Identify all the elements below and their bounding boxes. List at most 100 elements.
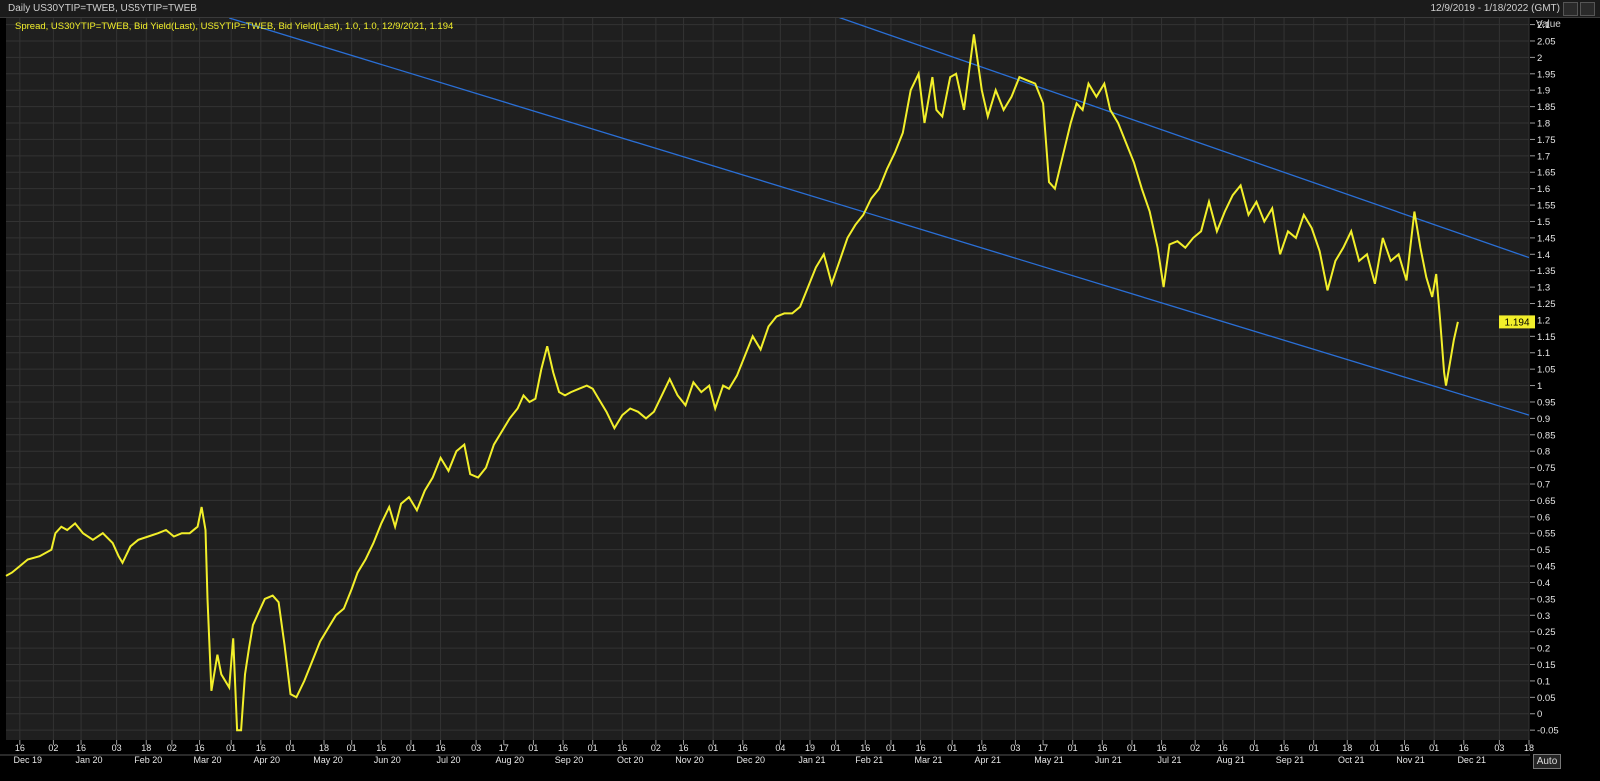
x-tick-label: 01 bbox=[708, 743, 718, 753]
x-month-label: Oct 21 bbox=[1338, 755, 1365, 765]
date-range: 12/9/2019 - 1/18/2022 (GMT) bbox=[1430, 3, 1560, 14]
y-tick-label: 0.45 bbox=[1537, 562, 1556, 573]
trendlines bbox=[229, 18, 1530, 416]
x-tick-label: 16 bbox=[195, 743, 205, 753]
x-tick-label: 16 bbox=[376, 743, 386, 753]
x-tick-label: 01 bbox=[947, 743, 957, 753]
y-tick-label: 0.55 bbox=[1537, 529, 1556, 540]
x-tick-label: 18 bbox=[319, 743, 329, 753]
x-tick-label: 01 bbox=[1429, 743, 1439, 753]
x-tick-label: 03 bbox=[112, 743, 122, 753]
y-tick-label: 1.05 bbox=[1537, 365, 1556, 376]
y-tick-label: 1.65 bbox=[1537, 168, 1556, 179]
y-tick-label: 1.5 bbox=[1537, 217, 1550, 228]
y-tick-label: 1.25 bbox=[1537, 299, 1556, 310]
y-tick-label: 0.05 bbox=[1537, 693, 1556, 704]
y-tick-label: 0.6 bbox=[1537, 512, 1550, 523]
x-tick-label: 01 bbox=[285, 743, 295, 753]
x-tick-label: 16 bbox=[558, 743, 568, 753]
x-axis-panel bbox=[0, 740, 1530, 781]
y-tick-label: 0.7 bbox=[1537, 480, 1550, 491]
last-value-marker: 1.194 bbox=[1499, 315, 1535, 329]
x-tick-label: 16 bbox=[738, 743, 748, 753]
x-month-label: Dec 20 bbox=[736, 755, 765, 765]
y-tick-label: 1.15 bbox=[1537, 332, 1556, 343]
x-tick-label: 16 bbox=[1279, 743, 1289, 753]
x-tick-label: 01 bbox=[528, 743, 538, 753]
x-month-label: Sep 21 bbox=[1276, 755, 1305, 765]
y-tick-label: 0 bbox=[1537, 709, 1542, 720]
x-tick-label: 04 bbox=[775, 743, 785, 753]
x-month-label: Aug 21 bbox=[1216, 755, 1245, 765]
x-tick-label: 16 bbox=[1459, 743, 1469, 753]
x-month-label: May 21 bbox=[1034, 755, 1064, 765]
y-tick-label: 1.9 bbox=[1537, 86, 1550, 97]
x-month-label: Apr 21 bbox=[974, 755, 1001, 765]
y-tick-label: 1.75 bbox=[1537, 135, 1556, 146]
x-tick-label: 01 bbox=[347, 743, 357, 753]
x-month-label: Aug 20 bbox=[495, 755, 524, 765]
y-tick-label: 1.95 bbox=[1537, 69, 1556, 80]
x-axis-ticks: 16 02 16 03 18 02 16 01 16 01 18 01 16 01 16 03 17 01 16 01… bbox=[0, 740, 1534, 765]
x-month-label: Dec 21 bbox=[1457, 755, 1486, 765]
y-tick-label: 1.8 bbox=[1537, 119, 1550, 130]
y-tick-label: 0.8 bbox=[1537, 447, 1550, 458]
auto-scale-button[interactable]: Auto bbox=[1533, 754, 1561, 769]
y-tick-label: -0.05 bbox=[1537, 726, 1559, 737]
window-button[interactable] bbox=[1580, 2, 1595, 16]
x-tick-label: 16 bbox=[679, 743, 689, 753]
last-value-box bbox=[1499, 315, 1535, 329]
x-tick-label: 16 bbox=[256, 743, 266, 753]
x-month-label: Jun 20 bbox=[374, 755, 401, 765]
x-tick-label: 16 bbox=[15, 743, 25, 753]
y-tick-label: 1.2 bbox=[1537, 315, 1550, 326]
chart-title: Daily US30YTIP=TWEB, US5YTIP=TWEB bbox=[8, 3, 197, 14]
y-tick-label: 0.4 bbox=[1537, 578, 1550, 589]
x-tick-label: 03 bbox=[1494, 743, 1504, 753]
y-tick-label: 1.1 bbox=[1537, 348, 1550, 359]
x-tick-label: 01 bbox=[1370, 743, 1380, 753]
x-tick-label: 16 bbox=[916, 743, 926, 753]
x-tick-label: 16 bbox=[76, 743, 86, 753]
y-tick-label: 0.95 bbox=[1537, 397, 1556, 408]
spread-series-line bbox=[5, 34, 1459, 732]
x-month-label: Sep 20 bbox=[555, 755, 584, 765]
x-month-label: Nov 20 bbox=[675, 755, 704, 765]
x-tick-label: 18 bbox=[1524, 743, 1534, 753]
y-tick-label: 0.85 bbox=[1537, 430, 1556, 441]
x-month-label: Mar 20 bbox=[193, 755, 221, 765]
x-month-label: Nov 21 bbox=[1396, 755, 1425, 765]
y-tick-label: 0.2 bbox=[1537, 644, 1550, 655]
x-tick-label: 17 bbox=[1038, 743, 1048, 753]
window-button[interactable] bbox=[1563, 2, 1578, 16]
x-tick-label: 01 bbox=[1249, 743, 1259, 753]
y-tick-label: 0.5 bbox=[1537, 545, 1550, 556]
y-tick-label: 2.05 bbox=[1537, 36, 1556, 47]
y-tick-label: 0.75 bbox=[1537, 463, 1556, 474]
x-month-label: Jul 21 bbox=[1157, 755, 1181, 765]
x-month-label: Jul 20 bbox=[436, 755, 460, 765]
x-tick-label: 16 bbox=[436, 743, 446, 753]
x-tick-label: 02 bbox=[1190, 743, 1200, 753]
x-month-label: Oct 20 bbox=[617, 755, 644, 765]
y-tick-label: 0.1 bbox=[1537, 676, 1550, 687]
x-tick-label: 02 bbox=[167, 743, 177, 753]
y-tick-label: 1.45 bbox=[1537, 233, 1556, 244]
x-month-label: Dec 19 bbox=[13, 755, 42, 765]
x-tick-label: 16 bbox=[617, 743, 627, 753]
x-month-label: May 20 bbox=[313, 755, 343, 765]
x-tick-label: 16 bbox=[1157, 743, 1167, 753]
x-tick-label: 16 bbox=[1400, 743, 1410, 753]
x-tick-label: 01 bbox=[1127, 743, 1137, 753]
x-tick-label: 16 bbox=[1097, 743, 1107, 753]
y-tick-label: 0.15 bbox=[1537, 660, 1556, 671]
x-tick-label: 03 bbox=[1010, 743, 1020, 753]
x-month-label: Jun 21 bbox=[1095, 755, 1122, 765]
last-value-label: 1.194 bbox=[1504, 317, 1529, 328]
y-tick-label: 1 bbox=[1537, 381, 1542, 392]
y-tick-label: 1.55 bbox=[1537, 201, 1556, 212]
y-tick-label: 0.35 bbox=[1537, 594, 1556, 605]
x-tick-label: 17 bbox=[499, 743, 509, 753]
chart-canvas[interactable]: Value -0.05 0 0.05 0.1 0.15 0.2 0.25 0.3 0.35 0.4… bbox=[0, 18, 1600, 781]
x-tick-label: 01 bbox=[226, 743, 236, 753]
